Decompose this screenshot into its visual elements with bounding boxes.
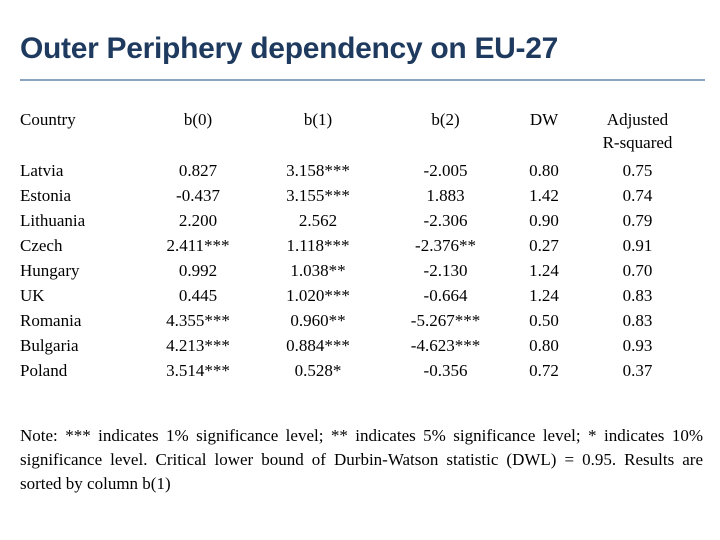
header-b1: b(1) — [303, 110, 333, 129]
cell-b0: 0.445 — [178, 286, 218, 305]
title-divider — [20, 79, 705, 81]
cell-b1: 0.884*** — [286, 336, 350, 355]
table-row: Czech 2.411*** 1.118*** -2.376** 0.27 0.91 — [20, 233, 700, 258]
cell-dw: 0.90 — [529, 211, 559, 230]
cell-adjusted-r-squared: 0.75 — [622, 161, 653, 180]
cell-adjusted-r-squared: 0.91 — [622, 236, 653, 255]
cell-b1: 3.155*** — [286, 186, 350, 205]
cell-country: Latvia — [20, 161, 64, 180]
table-row: Lithuania 2.200 2.562 -2.306 0.90 0.79 — [20, 208, 700, 233]
cell-adjusted-r-squared: 0.74 — [622, 186, 653, 205]
cell-b0: 2.411*** — [166, 236, 230, 255]
cell-b0: 4.213*** — [166, 336, 230, 355]
cell-adjusted-r-squared: 0.70 — [622, 261, 653, 280]
table-row: Poland 3.514*** 0.528* -0.356 0.72 0.37 — [20, 358, 700, 383]
cell-adjusted-r-squared: 0.83 — [622, 311, 653, 330]
cell-b1: 1.118*** — [286, 236, 350, 255]
header-country: Country — [20, 110, 76, 129]
table-body: Latvia 0.827 3.158*** -2.005 0.80 0.75 Estonia… — [20, 158, 700, 383]
table-row: Bulgaria 4.213*** 0.884*** -4.623*** 0.80 0.9… — [20, 333, 700, 358]
cell-dw: 0.72 — [529, 361, 559, 380]
regression-table: Country b(0) b(1) b(2) DW Adjusted R-squa… — [20, 108, 700, 383]
cell-b0: 2.200 — [178, 211, 218, 230]
cell-b0: 4.355*** — [166, 311, 230, 330]
header-dw: DW — [529, 110, 559, 129]
slide-title: Outer Periphery dependency on EU-27 — [20, 32, 558, 65]
cell-b1: 2.562 — [298, 211, 338, 230]
cell-b2: -2.130 — [423, 261, 468, 280]
cell-b1: 1.020*** — [286, 286, 350, 305]
cell-b1: 1.038** — [290, 261, 346, 280]
cell-b1: 3.158*** — [286, 161, 350, 180]
cell-dw: 0.50 — [529, 311, 559, 330]
footnote: Note: *** indicates 1% significance leve… — [20, 426, 703, 493]
cell-country: Czech — [20, 236, 63, 255]
cell-b0: 3.514*** — [166, 361, 230, 380]
cell-country: Estonia — [20, 186, 71, 205]
header-adj-line1: Adjusted — [606, 110, 669, 129]
cell-b2: -2.306 — [423, 211, 468, 230]
table-row: UK 0.445 1.020*** -0.664 1.24 0.83 — [20, 283, 700, 308]
table-header: Country b(0) b(1) b(2) DW Adjusted R-squa… — [20, 108, 700, 158]
cell-b2: -4.623*** — [410, 336, 481, 355]
cell-dw: 0.27 — [529, 236, 559, 255]
cell-country: Lithuania — [20, 211, 86, 230]
cell-dw: 0.80 — [529, 161, 559, 180]
cell-b1: 0.960** — [290, 311, 346, 330]
header-row: Country b(0) b(1) b(2) DW Adjusted R-squa… — [20, 108, 700, 158]
table-row: Estonia -0.437 3.155*** 1.883 1.42 0.74 — [20, 183, 700, 208]
cell-b2: -2.376** — [415, 236, 476, 255]
cell-dw: 1.24 — [529, 261, 559, 280]
header-b2: b(2) — [431, 110, 460, 129]
cell-adjusted-r-squared: 0.83 — [622, 286, 653, 305]
cell-b1: 0.528* — [294, 361, 342, 380]
table-row: Latvia 0.827 3.158*** -2.005 0.80 0.75 — [20, 158, 700, 183]
cell-b0: 0.827 — [178, 161, 218, 180]
cell-dw: 1.24 — [529, 286, 559, 305]
cell-b2: -0.356 — [423, 361, 468, 380]
cell-country: UK — [20, 286, 45, 305]
cell-country: Poland — [20, 361, 68, 380]
cell-b0: -0.437 — [176, 186, 220, 205]
header-b0: b(0) — [183, 110, 213, 129]
cell-country: Bulgaria — [20, 336, 79, 355]
cell-adjusted-r-squared: 0.79 — [622, 211, 653, 230]
cell-dw: 1.42 — [529, 186, 559, 205]
cell-b2: -0.664 — [423, 286, 468, 305]
cell-b0: 0.992 — [178, 261, 218, 280]
cell-dw: 0.80 — [529, 336, 559, 355]
cell-country: Romania — [20, 311, 82, 330]
cell-b2: -5.267*** — [410, 311, 481, 330]
cell-b2: 1.883 — [426, 186, 465, 205]
header-adjusted-r-squared: Adjusted R-squared — [575, 108, 700, 158]
header-adj-line2: R-squared — [602, 133, 673, 152]
table-row: Romania 4.355*** 0.960** -5.267*** 0.50 0.83 — [20, 308, 700, 333]
cell-adjusted-r-squared: 0.93 — [622, 336, 653, 355]
cell-country: Hungary — [20, 261, 80, 280]
cell-adjusted-r-squared: 0.37 — [622, 361, 653, 380]
cell-b2: -2.005 — [423, 161, 468, 180]
table-row: Hungary 0.992 1.038** -2.130 1.24 0.70 — [20, 258, 700, 283]
